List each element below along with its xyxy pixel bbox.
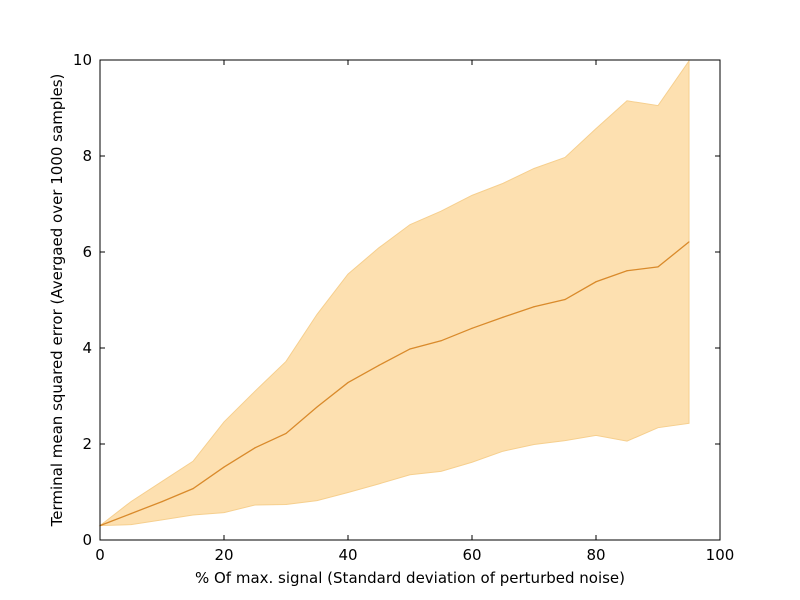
y-tick-label: 2 [82,435,92,453]
y-axis-label: Terminal mean squared error (Avergaed ov… [48,74,66,528]
data-point [285,432,287,435]
x-tick-label: 100 [706,546,735,564]
y-tick-label: 10 [73,51,92,69]
x-axis-label: % Of max. signal (Standard deviation of … [195,569,625,587]
data-point [626,270,628,272]
confidence-band [98,59,690,527]
data-point [223,466,225,468]
data-point [347,381,349,384]
y-tick-label: 0 [82,531,92,549]
data-point [657,266,659,268]
y-tick-label: 8 [82,147,92,165]
x-tick-label: 60 [462,546,481,564]
data-point [130,513,132,515]
data-point [254,447,256,449]
plot-frame [99,59,721,541]
data-point [564,298,566,301]
x-tick-label: 40 [338,546,357,564]
data-point [502,316,504,318]
ticks-layer: 0 20 40 60 80 100 0 2 4 6 8 10 [73,51,734,564]
x-tick-label: 0 [95,546,105,564]
confidence-band-layer [98,59,690,527]
data-point [533,306,535,308]
data-point [161,501,163,503]
data-point [688,241,690,243]
data-point [595,281,597,283]
x-tick-label: 20 [214,546,233,564]
mean-line-layer [99,241,690,527]
x-tick-label: 80 [586,546,605,564]
y-tick-label: 6 [82,243,92,261]
data-point [378,364,380,366]
data-point [409,348,411,350]
data-point [316,406,318,408]
data-point [192,488,194,490]
data-point [471,327,473,329]
mean-line [99,241,690,527]
y-tick-label: 4 [82,339,92,357]
data-point [440,340,442,342]
